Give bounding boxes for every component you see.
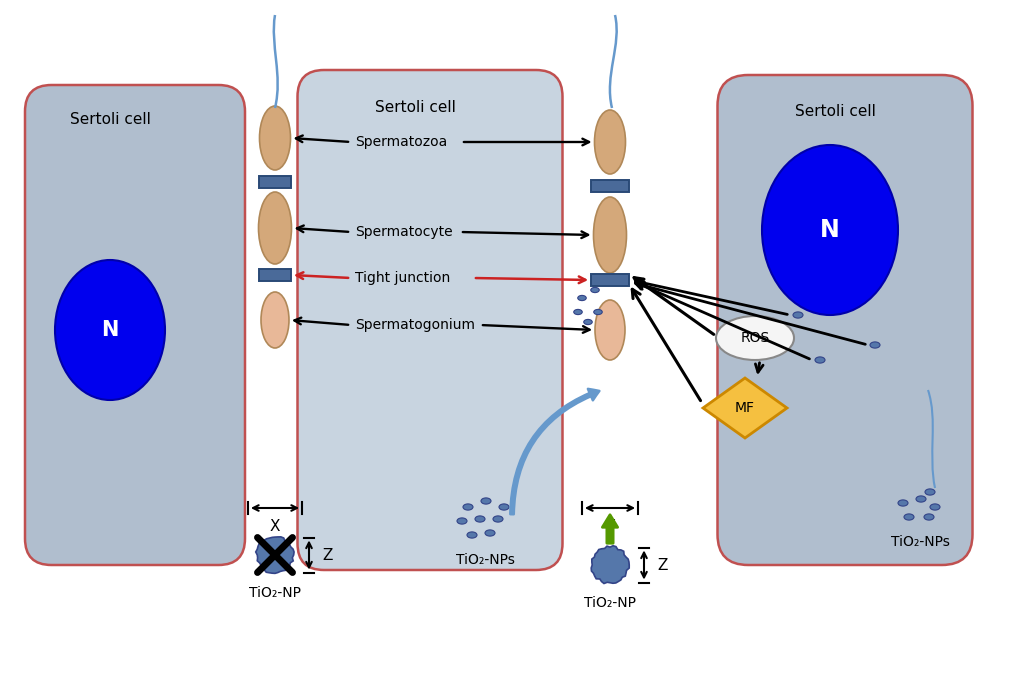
Bar bbox=[590, 180, 629, 192]
Ellipse shape bbox=[467, 532, 477, 538]
Ellipse shape bbox=[594, 300, 625, 360]
Text: Spermatozoa: Spermatozoa bbox=[355, 135, 446, 149]
Text: Tight junction: Tight junction bbox=[355, 271, 449, 285]
Bar bbox=[259, 176, 290, 188]
Ellipse shape bbox=[492, 516, 502, 522]
Ellipse shape bbox=[814, 357, 824, 363]
Bar bbox=[259, 269, 290, 281]
Text: N: N bbox=[819, 218, 839, 242]
Ellipse shape bbox=[484, 530, 494, 536]
Ellipse shape bbox=[929, 504, 940, 510]
Text: Sertoli cell: Sertoli cell bbox=[374, 101, 455, 116]
Text: ROS: ROS bbox=[740, 331, 769, 345]
Ellipse shape bbox=[761, 145, 897, 315]
FancyBboxPatch shape bbox=[716, 75, 971, 565]
Ellipse shape bbox=[574, 309, 582, 315]
Bar bbox=[603, 152, 615, 174]
Ellipse shape bbox=[594, 110, 625, 174]
FancyBboxPatch shape bbox=[298, 70, 561, 570]
Ellipse shape bbox=[498, 504, 508, 510]
Text: Sertoli cell: Sertoli cell bbox=[69, 112, 150, 128]
Bar bbox=[269, 242, 280, 264]
Ellipse shape bbox=[258, 192, 291, 264]
Ellipse shape bbox=[577, 295, 586, 301]
Text: TiO₂-NP: TiO₂-NP bbox=[249, 586, 301, 600]
Text: Spermatogonium: Spermatogonium bbox=[355, 318, 475, 332]
Bar bbox=[269, 148, 280, 170]
Ellipse shape bbox=[593, 309, 601, 315]
Ellipse shape bbox=[869, 342, 879, 348]
Ellipse shape bbox=[903, 514, 913, 520]
Text: X: X bbox=[269, 519, 280, 534]
Ellipse shape bbox=[475, 516, 484, 522]
Ellipse shape bbox=[261, 292, 288, 348]
Text: Y: Y bbox=[605, 519, 614, 534]
Ellipse shape bbox=[481, 498, 490, 504]
FancyBboxPatch shape bbox=[25, 85, 245, 565]
Bar bbox=[590, 274, 629, 286]
Ellipse shape bbox=[55, 260, 165, 400]
Text: TiO₂-NPs: TiO₂-NPs bbox=[890, 535, 949, 549]
Ellipse shape bbox=[593, 197, 626, 273]
Text: Z: Z bbox=[656, 558, 666, 573]
Ellipse shape bbox=[463, 504, 473, 510]
Text: MF: MF bbox=[735, 401, 754, 415]
Text: Sertoli cell: Sertoli cell bbox=[794, 105, 874, 120]
Text: N: N bbox=[101, 320, 118, 340]
Text: Z: Z bbox=[322, 547, 332, 562]
Ellipse shape bbox=[259, 106, 290, 170]
Ellipse shape bbox=[915, 496, 925, 502]
Ellipse shape bbox=[715, 316, 793, 360]
Ellipse shape bbox=[590, 288, 599, 292]
Ellipse shape bbox=[583, 320, 592, 324]
Text: Spermatocyte: Spermatocyte bbox=[355, 225, 452, 239]
Ellipse shape bbox=[457, 518, 467, 524]
FancyArrowPatch shape bbox=[510, 389, 599, 514]
Polygon shape bbox=[702, 378, 787, 438]
Polygon shape bbox=[256, 537, 293, 573]
FancyArrowPatch shape bbox=[602, 515, 618, 543]
Bar bbox=[603, 293, 615, 318]
Polygon shape bbox=[591, 546, 629, 583]
Ellipse shape bbox=[792, 312, 802, 318]
Ellipse shape bbox=[923, 514, 933, 520]
Text: TiO₂-NPs: TiO₂-NPs bbox=[455, 553, 514, 567]
Text: TiO₂-NP: TiO₂-NP bbox=[584, 596, 636, 610]
Ellipse shape bbox=[924, 489, 934, 495]
Ellipse shape bbox=[897, 500, 907, 506]
